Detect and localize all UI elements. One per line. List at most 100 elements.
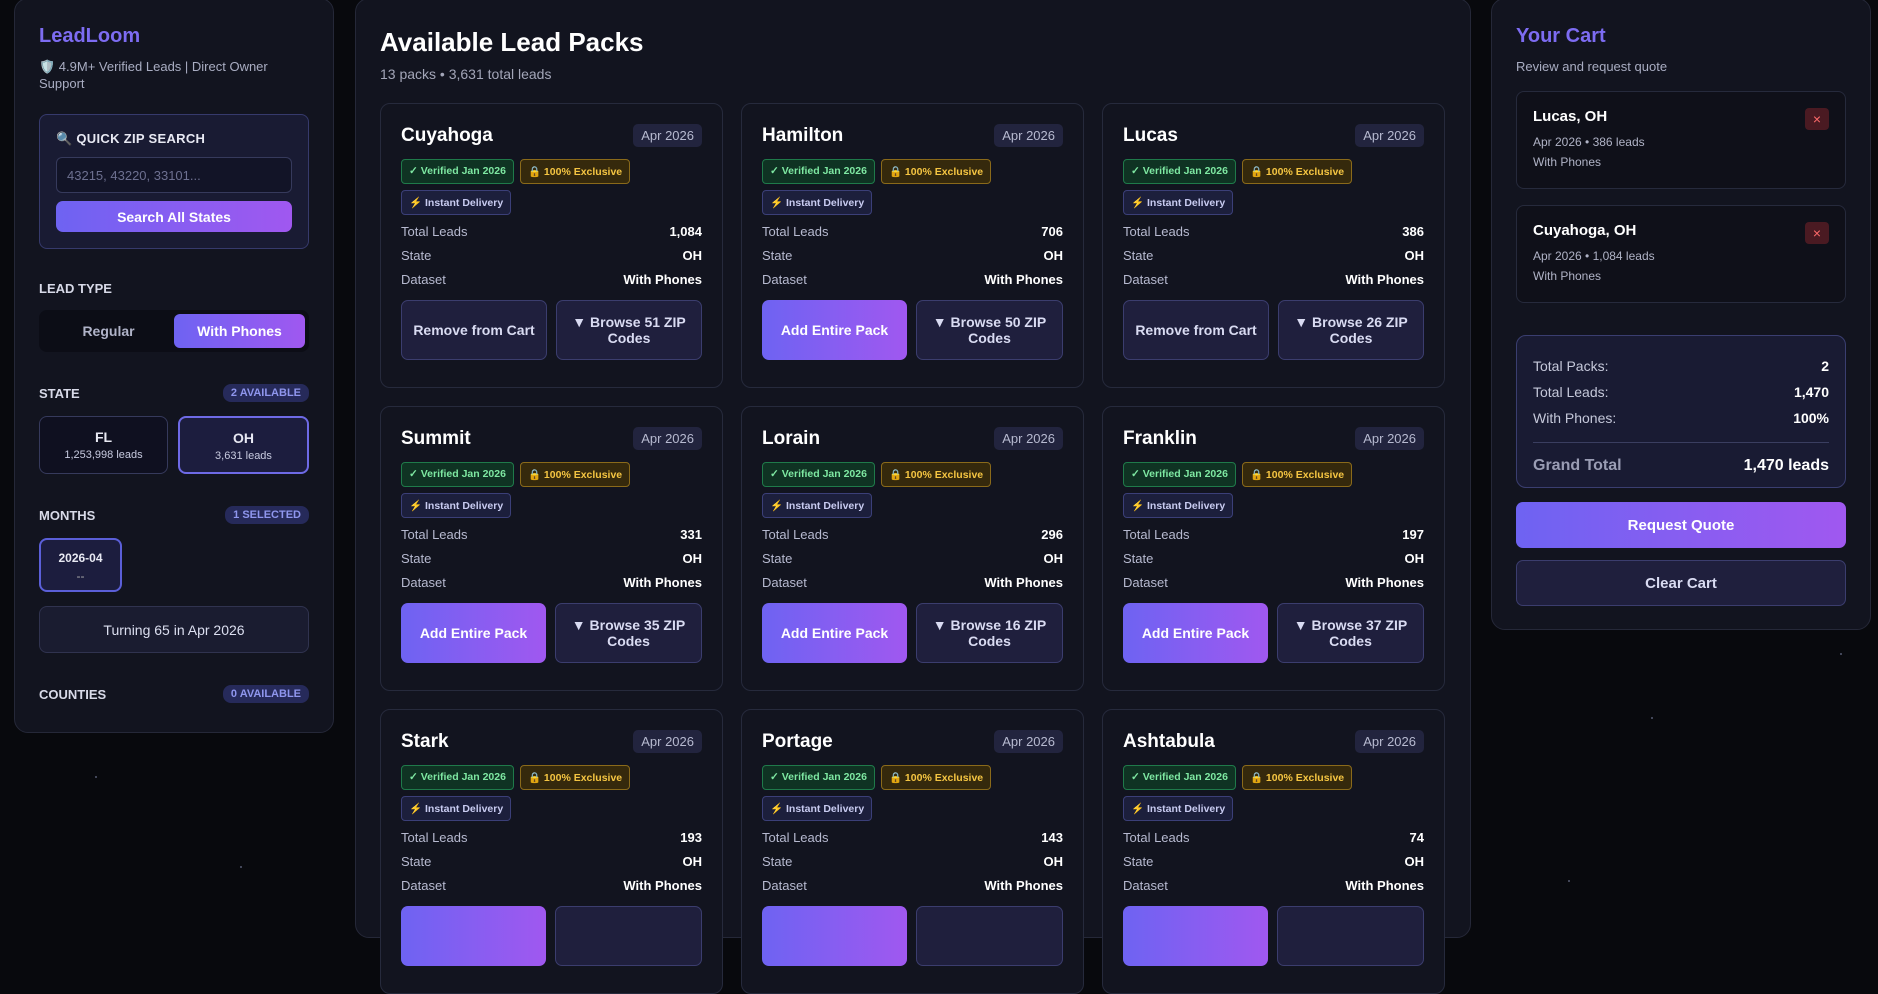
card-header: Cuyahoga Apr 2026 bbox=[401, 124, 702, 147]
item-detail: Apr 2026 • 1,084 leads bbox=[1533, 249, 1655, 263]
lead-pack-card: Stark Apr 2026 ✓ Verified Jan 2026 🔒 100% E… bbox=[380, 709, 723, 994]
sidebar: LeadLoom 🛡️ 4.9M+ Verified Leads | Direc… bbox=[14, 0, 334, 733]
request-quote-button[interactable]: Request Quote bbox=[1516, 502, 1846, 548]
card-buttons: Remove from Cart ▼ Browse 26 ZIP Codes bbox=[1123, 300, 1424, 360]
info-row: Total Leads 74 bbox=[1123, 830, 1424, 845]
lead-type-option[interactable]: With Phones bbox=[174, 314, 305, 348]
row-value: OH bbox=[1404, 551, 1425, 566]
months-header: MONTHS 1 SELECTED bbox=[39, 506, 309, 524]
clear-cart-button[interactable]: Clear Cart bbox=[1516, 560, 1846, 606]
row-label: State bbox=[762, 551, 793, 566]
browse-button[interactable] bbox=[555, 906, 702, 966]
info-row: State OH bbox=[1123, 248, 1424, 263]
row-label: Dataset bbox=[1123, 878, 1168, 893]
browse-button[interactable]: ▼ Browse 35 ZIP Codes bbox=[555, 603, 702, 663]
pack-button[interactable]: Remove from Cart bbox=[401, 300, 547, 360]
remove-button[interactable]: × bbox=[1805, 108, 1829, 130]
lead-type-option[interactable]: Regular bbox=[82, 323, 135, 339]
row-label: State bbox=[1123, 248, 1154, 263]
cart-items: Lucas, OH Apr 2026 • 386 leads With Phones… bbox=[1516, 91, 1846, 303]
card-buttons: Add Entire Pack ▼ Browse 37 ZIP Codes bbox=[1123, 603, 1424, 663]
card-header: Ashtabula Apr 2026 bbox=[1123, 730, 1424, 753]
badge: 🔒 100% Exclusive bbox=[1241, 462, 1353, 487]
state-option[interactable]: FL 1,253,998 leads bbox=[39, 416, 168, 474]
page-body: LeadLoom 🛡️ 4.9M+ Verified Leads | Direc… bbox=[14, 0, 1871, 994]
cart-item: Cuyahoga, OH Apr 2026 • 1,084 leads With P… bbox=[1516, 205, 1846, 303]
row-label: State bbox=[1123, 551, 1154, 566]
card-name: Lorain bbox=[762, 427, 821, 449]
search-button[interactable]: Search All States bbox=[56, 201, 292, 232]
pack-button[interactable] bbox=[401, 906, 546, 966]
remove-button[interactable]: × bbox=[1805, 222, 1829, 244]
row-label: Total Leads bbox=[762, 224, 829, 239]
zip-title: 🔍 QUICK ZIP SEARCH bbox=[56, 131, 206, 146]
main-title: Available Lead Packs bbox=[380, 27, 644, 57]
pack-button[interactable] bbox=[762, 906, 907, 966]
info-row: State OH bbox=[401, 248, 702, 263]
state-leads: 3,631 leads bbox=[215, 450, 272, 462]
info-row: State OH bbox=[762, 248, 1063, 263]
row-value: OH bbox=[682, 854, 703, 869]
badge: 🔒 100% Exclusive bbox=[519, 462, 631, 487]
browse-button[interactable] bbox=[916, 906, 1063, 966]
summary: Total Packs: 2 Total Leads: 1,470 With Phone… bbox=[1516, 335, 1846, 488]
card-name: Portage bbox=[762, 730, 833, 752]
browse-button[interactable]: ▼ Browse 50 ZIP Codes bbox=[916, 300, 1063, 360]
row-value: 193 bbox=[680, 830, 702, 845]
grand-total-label: Grand Total bbox=[1533, 457, 1622, 474]
card-date: Apr 2026 bbox=[633, 124, 702, 147]
info-row: Total Leads 193 bbox=[401, 830, 702, 845]
badge: 🔒 100% Exclusive bbox=[880, 765, 992, 790]
pack-button[interactable]: Add Entire Pack bbox=[762, 603, 907, 663]
badge: ✓ Verified Jan 2026 bbox=[1123, 462, 1236, 487]
browse-button[interactable]: ▼ Browse 51 ZIP Codes bbox=[556, 300, 702, 360]
item-dataset: With Phones bbox=[1533, 155, 1602, 169]
pack-button[interactable]: Add Entire Pack bbox=[401, 603, 546, 663]
item-name: Lucas, OH bbox=[1533, 108, 1608, 125]
card-header: Franklin Apr 2026 bbox=[1123, 427, 1424, 450]
browse-button[interactable] bbox=[1277, 906, 1424, 966]
cart-title: Your Cart bbox=[1516, 25, 1606, 47]
info-row: State OH bbox=[1123, 854, 1424, 869]
badge: ✓ Verified Jan 2026 bbox=[401, 765, 514, 790]
zip-input[interactable]: 43215, 43220, 33101... bbox=[56, 157, 292, 193]
info-row: Dataset With Phones bbox=[1123, 878, 1424, 893]
state-option[interactable]: OH 3,631 leads bbox=[178, 416, 309, 474]
row-label: Total Leads bbox=[1123, 830, 1190, 845]
lead-pack-card: Summit Apr 2026 ✓ Verified Jan 2026 🔒 100% … bbox=[380, 406, 723, 691]
pack-button[interactable] bbox=[1123, 906, 1268, 966]
row-value: With Phones bbox=[984, 878, 1063, 893]
row-label: Dataset bbox=[401, 575, 446, 590]
summary-label: Total Packs: bbox=[1533, 358, 1609, 374]
main-panel: Available Lead Packs 13 packs • 3,631 to… bbox=[355, 0, 1471, 994]
lead-pack-card: Portage Apr 2026 ✓ Verified Jan 2026 🔒 100%… bbox=[741, 709, 1084, 994]
badge: ⚡ Instant Delivery bbox=[1123, 190, 1234, 215]
row-value: 706 bbox=[1041, 224, 1063, 239]
summary-value: 2 bbox=[1821, 358, 1829, 374]
card-name: Ashtabula bbox=[1123, 730, 1215, 752]
star bbox=[95, 776, 97, 778]
tagline: 🛡️ 4.9M+ Verified Leads | Direct Owner S… bbox=[39, 59, 268, 91]
browse-button[interactable]: ▼ Browse 16 ZIP Codes bbox=[916, 603, 1063, 663]
row-value: With Phones bbox=[1345, 272, 1424, 287]
cart: Your Cart Review and request quote Lucas… bbox=[1491, 0, 1871, 630]
row-value: With Phones bbox=[623, 575, 702, 590]
label: LEAD TYPE bbox=[39, 281, 112, 296]
pack-button[interactable]: Add Entire Pack bbox=[762, 300, 907, 360]
summary-row: Total Packs: 2 bbox=[1533, 358, 1829, 374]
row-value: 197 bbox=[1402, 527, 1424, 542]
row-value: OH bbox=[1404, 854, 1425, 869]
browse-button[interactable]: ▼ Browse 37 ZIP Codes bbox=[1277, 603, 1424, 663]
badges: ✓ Verified Jan 2026 🔒 100% Exclusive ⚡ Ins… bbox=[401, 765, 631, 821]
row-label: Dataset bbox=[762, 878, 807, 893]
star bbox=[1840, 653, 1842, 655]
pack-button[interactable]: Add Entire Pack bbox=[1123, 603, 1268, 663]
month-option[interactable]: 2026-04 -- bbox=[39, 538, 122, 592]
state-code: OH bbox=[233, 430, 254, 446]
summary-value: 100% bbox=[1793, 410, 1829, 426]
pack-button[interactable]: Remove from Cart bbox=[1123, 300, 1269, 360]
row-value: 331 bbox=[680, 527, 702, 542]
browse-button[interactable]: ▼ Browse 26 ZIP Codes bbox=[1278, 300, 1424, 360]
card-header: Lorain Apr 2026 bbox=[762, 427, 1063, 450]
lead-pack-card: Franklin Apr 2026 ✓ Verified Jan 2026 🔒 100… bbox=[1102, 406, 1445, 691]
